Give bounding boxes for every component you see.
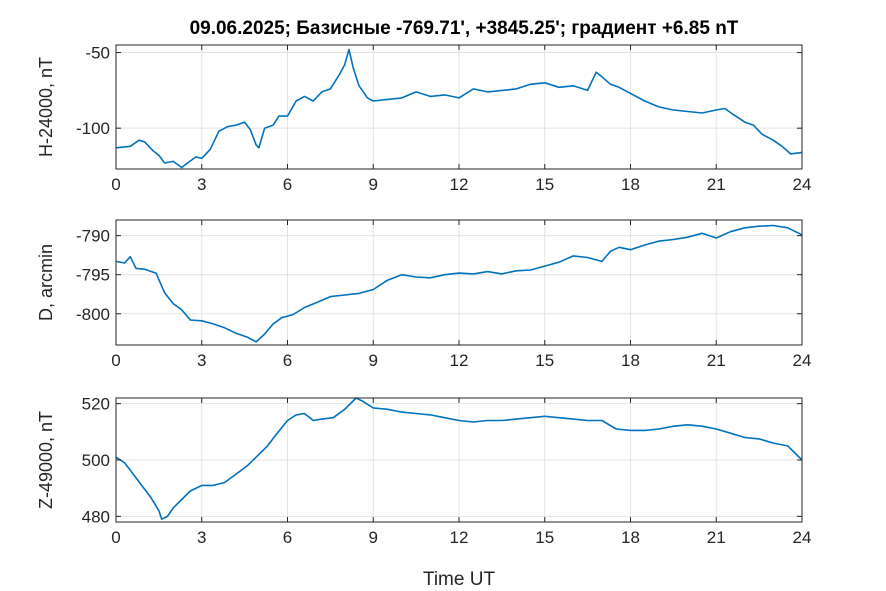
x-tick-label: 18 bbox=[621, 175, 640, 194]
x-axis-label: Time UT bbox=[423, 569, 496, 590]
y-tick-label: 480 bbox=[82, 507, 110, 526]
series-line bbox=[115, 397, 803, 521]
x-tick-label: 15 bbox=[535, 528, 554, 547]
series-line bbox=[115, 224, 803, 343]
y-tick-label: 520 bbox=[82, 395, 110, 414]
series-line bbox=[115, 48, 803, 169]
figure-title: 09.06.2025; Базисные -769.71', +3845.25'… bbox=[190, 18, 739, 39]
y-tick-label: -50 bbox=[85, 44, 110, 63]
x-tick-label: 21 bbox=[707, 175, 726, 194]
x-tick-label: 24 bbox=[793, 528, 812, 547]
subplots: 0 3 6 9 12 15 18 21 24 -100 -50 H-24000, nT 0 3 6 9 12 15… bbox=[36, 44, 811, 547]
x-tick-label: 18 bbox=[621, 528, 640, 547]
x-tick-label: 21 bbox=[707, 528, 726, 547]
x-tick-label: 18 bbox=[621, 351, 640, 370]
y-axis-label: Z-49000, nT bbox=[36, 411, 56, 509]
x-tick-label: 12 bbox=[450, 175, 469, 194]
y-tick-label: -795 bbox=[76, 266, 110, 285]
y-tick-label: -800 bbox=[76, 305, 110, 324]
x-tick-label: 24 bbox=[793, 351, 812, 370]
subplot-2: 0 3 6 9 12 15 18 21 24 -800 -795 -790 D, arcmin bbox=[36, 219, 812, 370]
x-tick-label: 0 bbox=[111, 175, 120, 194]
x-tick-label: 15 bbox=[535, 175, 554, 194]
x-tick-label: 6 bbox=[283, 351, 292, 370]
y-axis-label: D, arcmin bbox=[36, 244, 56, 321]
y-tick-label: -790 bbox=[76, 227, 110, 246]
y-axis-label: H-24000, nT bbox=[36, 57, 56, 157]
x-tick-label: 24 bbox=[793, 175, 812, 194]
y-tick-label: 500 bbox=[82, 451, 110, 470]
x-tick-label: 3 bbox=[197, 528, 206, 547]
x-tick-label: 9 bbox=[369, 351, 378, 370]
x-tick-label: 9 bbox=[369, 175, 378, 194]
y-tick-label: -100 bbox=[76, 119, 110, 138]
x-tick-label: 0 bbox=[111, 528, 120, 547]
x-tick-label: 6 bbox=[283, 175, 292, 194]
x-tick-label: 21 bbox=[707, 351, 726, 370]
x-tick-label: 9 bbox=[369, 528, 378, 547]
x-tick-label: 0 bbox=[111, 351, 120, 370]
x-tick-label: 15 bbox=[535, 351, 554, 370]
x-tick-label: 6 bbox=[283, 528, 292, 547]
x-tick-label: 12 bbox=[450, 351, 469, 370]
subplot-1: 0 3 6 9 12 15 18 21 24 -100 -50 H-24000, nT bbox=[36, 44, 811, 194]
subplot-3: 0 3 6 9 12 15 18 21 24 480 500 520 Z-49000, nT bbox=[36, 395, 811, 547]
x-tick-label: 3 bbox=[197, 351, 206, 370]
x-tick-label: 3 bbox=[197, 175, 206, 194]
x-tick-label: 12 bbox=[450, 528, 469, 547]
